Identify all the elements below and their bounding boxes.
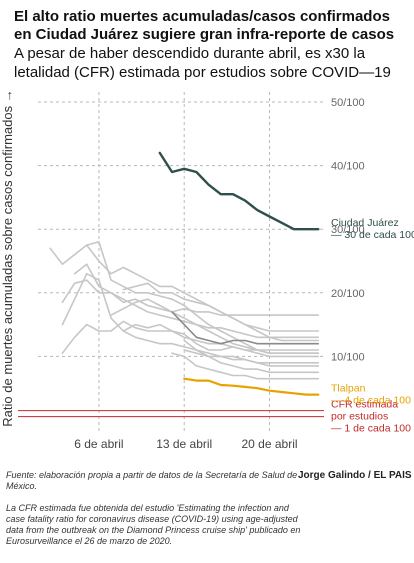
series-line (61, 272, 320, 367)
chart-subtitle: A pesar de haber descendido durante abri… (14, 45, 391, 81)
series-line-tlalpan (183, 377, 320, 396)
y-tick-label: 30/100 (331, 224, 365, 236)
x-tick-label: 13 de abril (156, 437, 212, 451)
series-line (110, 298, 320, 316)
x-tick-label: 20 de abril (241, 437, 297, 451)
author-credit: Jorge Galindo / EL PAIS (298, 470, 412, 481)
series-line (171, 352, 320, 380)
series-line (49, 244, 320, 342)
series-line (61, 279, 320, 351)
y-tick-label: 20/100 (331, 288, 365, 300)
y-tick-label: 50/100 (331, 97, 365, 109)
cfr-reference-label: CFR estimada (331, 399, 398, 411)
series-label-tlalpan: Tlalpan (331, 383, 366, 395)
y-tick-label: 40/100 (331, 161, 365, 173)
series-label-ciudad-juarez: Ciudad Juárez (331, 217, 399, 229)
methodology-note: La CFR estimada fue obtenida del estudio… (6, 503, 301, 546)
cfr-reference-label: por estudios (331, 411, 388, 423)
x-tick-label: 6 de abril (74, 437, 123, 451)
series-line (183, 339, 320, 374)
series-line (85, 241, 320, 354)
series-line (171, 311, 320, 345)
series-line (122, 323, 320, 354)
cfr-reference-label: — 1 de cada 100 (331, 423, 411, 435)
source-note: Fuente: elaboración propia a partir de d… (6, 470, 298, 491)
reference-lines (18, 410, 324, 418)
series-line (73, 263, 320, 339)
axes: Ratio de muertes acumuladas sobre casos … (0, 89, 365, 451)
y-axis-label: Ratio de muertes acumuladas sobre casos … (0, 89, 15, 426)
y-tick-label: 10/100 (331, 351, 365, 363)
series-label-tlalpan: — 4 de cada 100 (331, 395, 411, 407)
series-label-ciudad-juarez: — 30 de cada 100 (331, 229, 414, 241)
series-line (61, 320, 320, 358)
chart-title: El alto ratio muertes acumuladas/casos c… (14, 8, 395, 43)
series-line-ciudad-juarez (158, 151, 320, 231)
series-lines (49, 151, 320, 396)
gridlines (38, 92, 324, 432)
